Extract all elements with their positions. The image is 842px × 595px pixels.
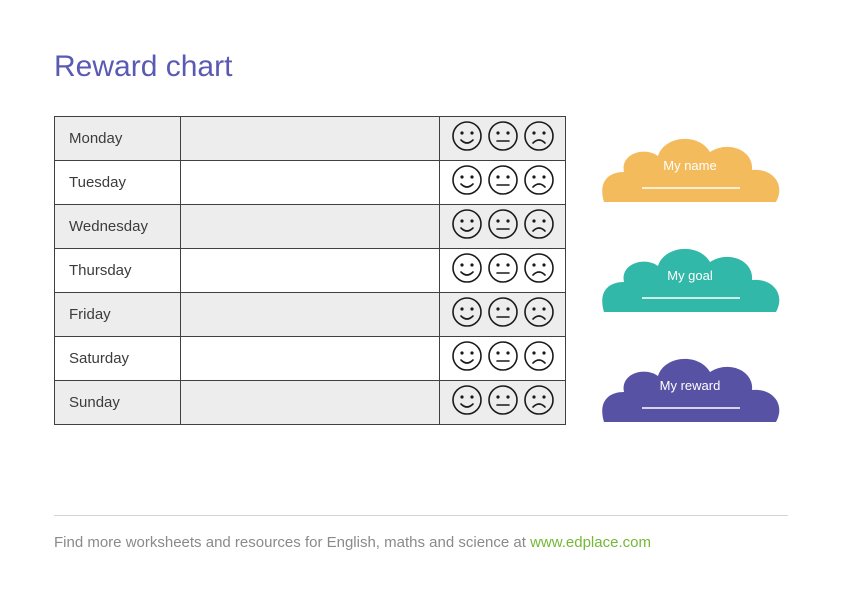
sad-face-icon[interactable] <box>523 164 555 201</box>
sad-face-icon[interactable] <box>523 120 555 157</box>
sad-face-icon[interactable] <box>523 252 555 289</box>
neutral-face-icon[interactable] <box>487 384 519 421</box>
entry-cell[interactable] <box>180 205 439 249</box>
cloud[interactable]: My reward <box>594 342 786 428</box>
day-cell: Friday <box>55 293 181 337</box>
footer-copy: Find more worksheets and resources for E… <box>54 534 530 551</box>
rating-cell[interactable] <box>440 381 566 425</box>
entry-cell[interactable] <box>180 381 439 425</box>
day-cell: Tuesday <box>55 161 181 205</box>
rating-cell[interactable] <box>440 337 566 381</box>
rating-cell[interactable] <box>440 205 566 249</box>
rating-cell[interactable] <box>440 293 566 337</box>
sad-face-icon[interactable] <box>523 340 555 377</box>
happy-face-icon[interactable] <box>451 384 483 421</box>
rating-cell[interactable] <box>440 249 566 293</box>
day-cell: Wednesday <box>55 205 181 249</box>
entry-cell[interactable] <box>180 293 439 337</box>
cloud[interactable]: My goal <box>594 232 786 318</box>
reward-table: MondayTuesdayWednesdayThursdayFridaySatu… <box>54 116 566 425</box>
day-cell: Monday <box>55 117 181 161</box>
footer-rule <box>54 515 788 516</box>
happy-face-icon[interactable] <box>451 296 483 333</box>
entry-cell[interactable] <box>180 249 439 293</box>
cloud[interactable]: My name <box>594 122 786 208</box>
sad-face-icon[interactable] <box>523 208 555 245</box>
clouds-column: My name My goal My reward <box>594 116 786 428</box>
cloud-label: My reward <box>594 378 786 393</box>
neutral-face-icon[interactable] <box>487 164 519 201</box>
cloud-label: My goal <box>594 268 786 283</box>
neutral-face-icon[interactable] <box>487 340 519 377</box>
sad-face-icon[interactable] <box>523 384 555 421</box>
happy-face-icon[interactable] <box>451 120 483 157</box>
neutral-face-icon[interactable] <box>487 252 519 289</box>
happy-face-icon[interactable] <box>451 208 483 245</box>
neutral-face-icon[interactable] <box>487 296 519 333</box>
neutral-face-icon[interactable] <box>487 120 519 157</box>
sad-face-icon[interactable] <box>523 296 555 333</box>
footer-link[interactable]: www.edplace.com <box>530 534 651 551</box>
happy-face-icon[interactable] <box>451 340 483 377</box>
entry-cell[interactable] <box>180 161 439 205</box>
day-cell: Thursday <box>55 249 181 293</box>
cloud-label: My name <box>594 158 786 173</box>
happy-face-icon[interactable] <box>451 164 483 201</box>
rating-cell[interactable] <box>440 117 566 161</box>
footer-text: Find more worksheets and resources for E… <box>54 534 788 551</box>
day-cell: Sunday <box>55 381 181 425</box>
rating-cell[interactable] <box>440 161 566 205</box>
entry-cell[interactable] <box>180 337 439 381</box>
entry-cell[interactable] <box>180 117 439 161</box>
day-cell: Saturday <box>55 337 181 381</box>
page-title: Reward chart <box>54 50 788 84</box>
happy-face-icon[interactable] <box>451 252 483 289</box>
neutral-face-icon[interactable] <box>487 208 519 245</box>
